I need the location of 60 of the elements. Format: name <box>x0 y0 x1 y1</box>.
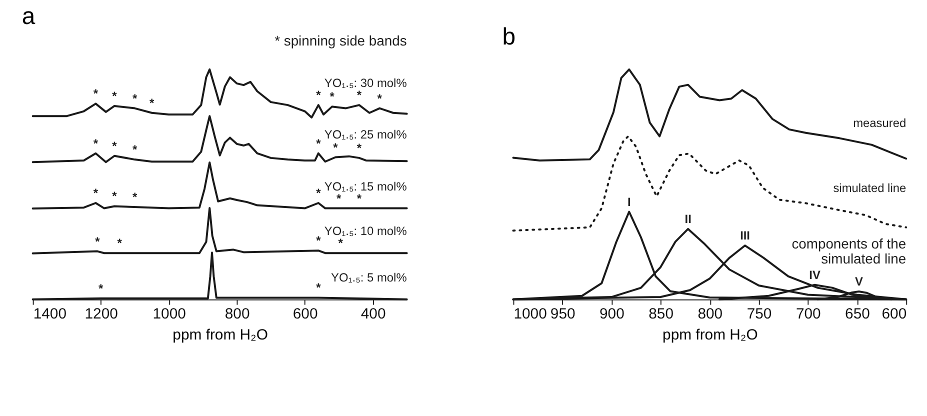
annotation: * <box>356 88 362 102</box>
series-label: YO₁.₅: 25 mol% <box>324 127 408 142</box>
x-tick-label: 850 <box>648 306 674 323</box>
x-tick-label: 650 <box>845 306 870 323</box>
x-tick-label: 750 <box>746 306 772 323</box>
annotation: * <box>112 189 118 204</box>
annotation: * <box>336 191 342 206</box>
annotation: * <box>356 140 362 155</box>
series-label: YO₁.₅: 30 mol% <box>324 76 408 90</box>
annotation: * <box>316 234 322 248</box>
series-label: YO₁.₅: 15 mol% <box>324 179 408 194</box>
annotation: * <box>149 96 154 110</box>
series-label: YO₁.₅: 10 mol% <box>324 224 408 238</box>
chart-title: a <box>22 2 36 30</box>
annotation: I <box>627 194 631 209</box>
annotation: * <box>132 190 138 204</box>
x-axis-title: ppm from H₂O <box>172 328 268 344</box>
annotation: * <box>98 281 104 296</box>
annotation: * <box>316 280 322 295</box>
x-tick-label: 700 <box>796 306 821 323</box>
annotation: * <box>330 90 335 104</box>
annotation: * <box>316 136 322 150</box>
x-tick-label: 400 <box>360 306 386 323</box>
annotation: * <box>338 236 344 250</box>
x-tick-label: 800 <box>698 306 723 323</box>
annotation: * <box>316 186 322 200</box>
annotation: * <box>356 191 362 206</box>
annotation: * <box>132 91 138 106</box>
x-tick-label: 1200 <box>84 306 118 323</box>
annotation: V <box>854 274 863 289</box>
x-tick-label: 1000 <box>514 306 547 323</box>
annotation: IV <box>809 268 820 282</box>
x-axis-title: ppm from H₂O <box>662 328 758 344</box>
annotation: * <box>112 89 118 104</box>
annotation: components of the <box>792 236 906 252</box>
x-tick-label: 800 <box>224 306 250 323</box>
annotation: * <box>93 186 98 200</box>
annotation: * <box>117 236 122 250</box>
series-label: YO₁.₅: 5 mol% <box>331 270 408 284</box>
annotation: * <box>377 91 382 106</box>
annotation: * <box>93 136 98 150</box>
x-tick-label: 600 <box>292 306 318 323</box>
chart-title: b <box>502 24 516 51</box>
annotation: * <box>112 138 118 153</box>
annotation: * <box>333 140 338 154</box>
x-tick-label: 600 <box>882 306 907 323</box>
x-tick-label: 900 <box>600 306 624 323</box>
series-label: measured <box>853 116 906 130</box>
annotation: * <box>95 234 100 248</box>
annotation: III <box>740 228 750 243</box>
x-tick-label: 1000 <box>152 306 186 323</box>
annotation: * <box>316 88 322 102</box>
annotation: simulated line <box>821 250 906 267</box>
series-label: simulated line <box>833 181 906 196</box>
annotation: * <box>132 142 138 157</box>
annotation: II <box>684 212 692 226</box>
annotation: * <box>93 86 98 101</box>
x-tick-label: 950 <box>550 306 576 323</box>
x-tick-label: 1400 <box>33 306 66 323</box>
text: * spinning side bands <box>274 32 407 49</box>
